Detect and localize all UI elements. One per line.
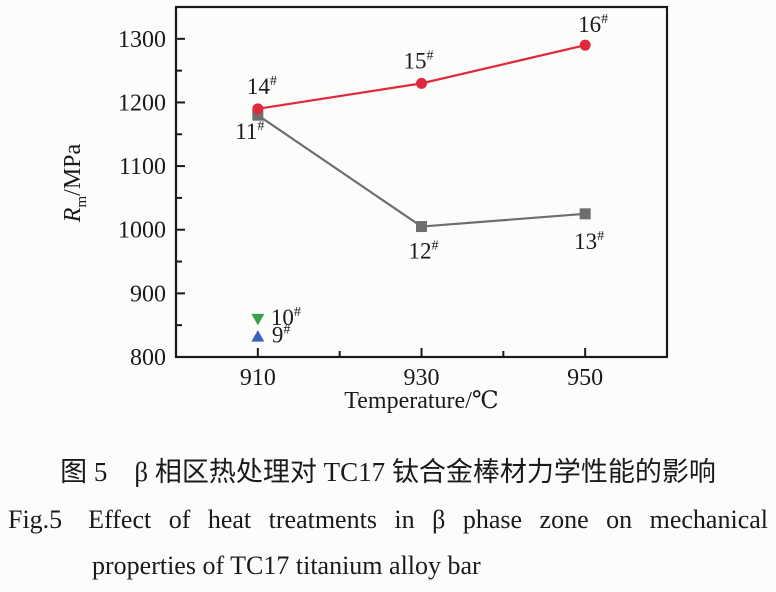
marker-14 xyxy=(252,103,264,115)
point-label-16: 16# xyxy=(578,12,608,37)
point-label-9: 9# xyxy=(272,323,291,348)
marker-13 xyxy=(579,208,591,220)
caption-english-line2: properties of TC17 titanium alloy bar xyxy=(92,551,481,580)
y-tick-label: 1000 xyxy=(118,218,166,244)
caption-chinese: 图 5 β 相区热处理对 TC17 钛合金棒材力学性能的影响 xyxy=(60,457,716,487)
marker-15 xyxy=(416,77,427,89)
marker-9 xyxy=(251,330,265,342)
marker-12 xyxy=(416,221,427,233)
y-tick-label: 800 xyxy=(130,345,166,371)
caption-english-line1: Fig.5 Effect of heat treatments in β pha… xyxy=(8,505,768,534)
y-axis-title: Rm/MPa xyxy=(60,143,90,223)
x-axis-title: Temperature/℃ xyxy=(344,388,498,414)
x-tick-label: 910 xyxy=(240,365,276,391)
y-tick-label: 900 xyxy=(130,281,166,307)
point-label-14: 14# xyxy=(247,74,277,99)
point-label-11: 11# xyxy=(235,119,264,144)
point-label-13: 13# xyxy=(574,229,604,254)
chart-svg: 800 900 1000 1100 1200 1300 910 930 950 Temperatu… xyxy=(60,5,669,414)
y-tick-label: 1100 xyxy=(119,154,166,180)
point-label-15: 15# xyxy=(404,48,434,73)
marker-11 xyxy=(252,109,264,121)
marker-10 xyxy=(251,313,265,326)
point-label-12: 12# xyxy=(409,239,439,264)
marker-16 xyxy=(579,39,591,51)
series-line-square xyxy=(257,114,586,228)
y-tick-label: 1300 xyxy=(118,27,166,53)
x-tick-label: 930 xyxy=(404,365,440,391)
x-tick-label: 950 xyxy=(567,365,603,391)
y-tick-label: 1200 xyxy=(118,90,166,116)
